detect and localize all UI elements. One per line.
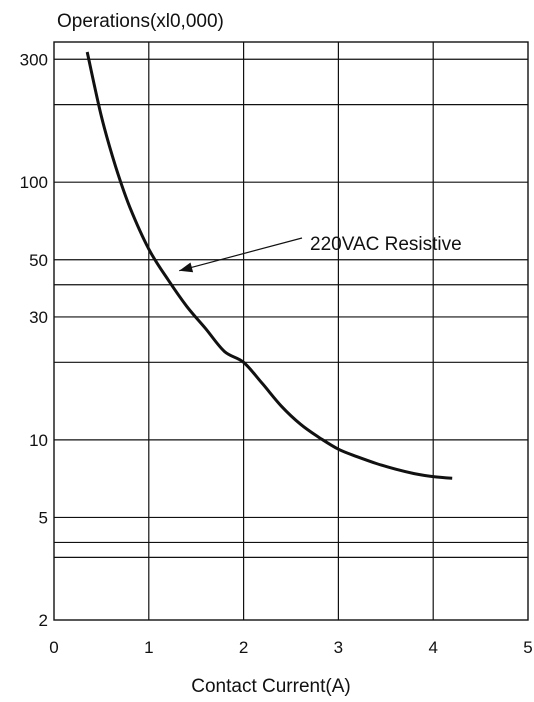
series-line bbox=[85, 51, 453, 480]
x-tick-label: 2 bbox=[239, 638, 248, 657]
x-tick-label: 0 bbox=[49, 638, 58, 657]
x-tick-label: 4 bbox=[428, 638, 437, 657]
y-tick-label: 100 bbox=[20, 173, 48, 192]
x-gridlines bbox=[148, 42, 434, 620]
y-gridlines bbox=[54, 58, 528, 558]
y-tick-label: 10 bbox=[29, 431, 48, 450]
x-axis-title: Contact Current(A) bbox=[191, 676, 350, 697]
annotation-arrow-line bbox=[179, 237, 303, 272]
y-tick-label: 30 bbox=[29, 308, 48, 327]
chart-title: Operations(xl0,000) bbox=[57, 11, 224, 32]
x-tick-labels: 0 1 2 3 4 5 bbox=[49, 638, 532, 657]
y-tick-label: 50 bbox=[29, 251, 48, 270]
y-tick-labels: 2 5 10 30 50 100 300 bbox=[20, 50, 48, 630]
y-tick-label: 300 bbox=[20, 50, 48, 69]
x-tick-label: 3 bbox=[334, 638, 343, 657]
annotation-arrow-head bbox=[179, 262, 194, 273]
y-tick-label: 2 bbox=[39, 611, 48, 630]
annotation-layer: 220VAC Resistive bbox=[179, 234, 462, 273]
y-tick-label: 5 bbox=[39, 508, 48, 527]
x-tick-label: 5 bbox=[523, 638, 532, 657]
series-layer bbox=[85, 51, 453, 480]
x-tick-label: 1 bbox=[144, 638, 153, 657]
annotation-label: 220VAC Resistive bbox=[310, 234, 462, 255]
plot-frame bbox=[53, 41, 529, 621]
